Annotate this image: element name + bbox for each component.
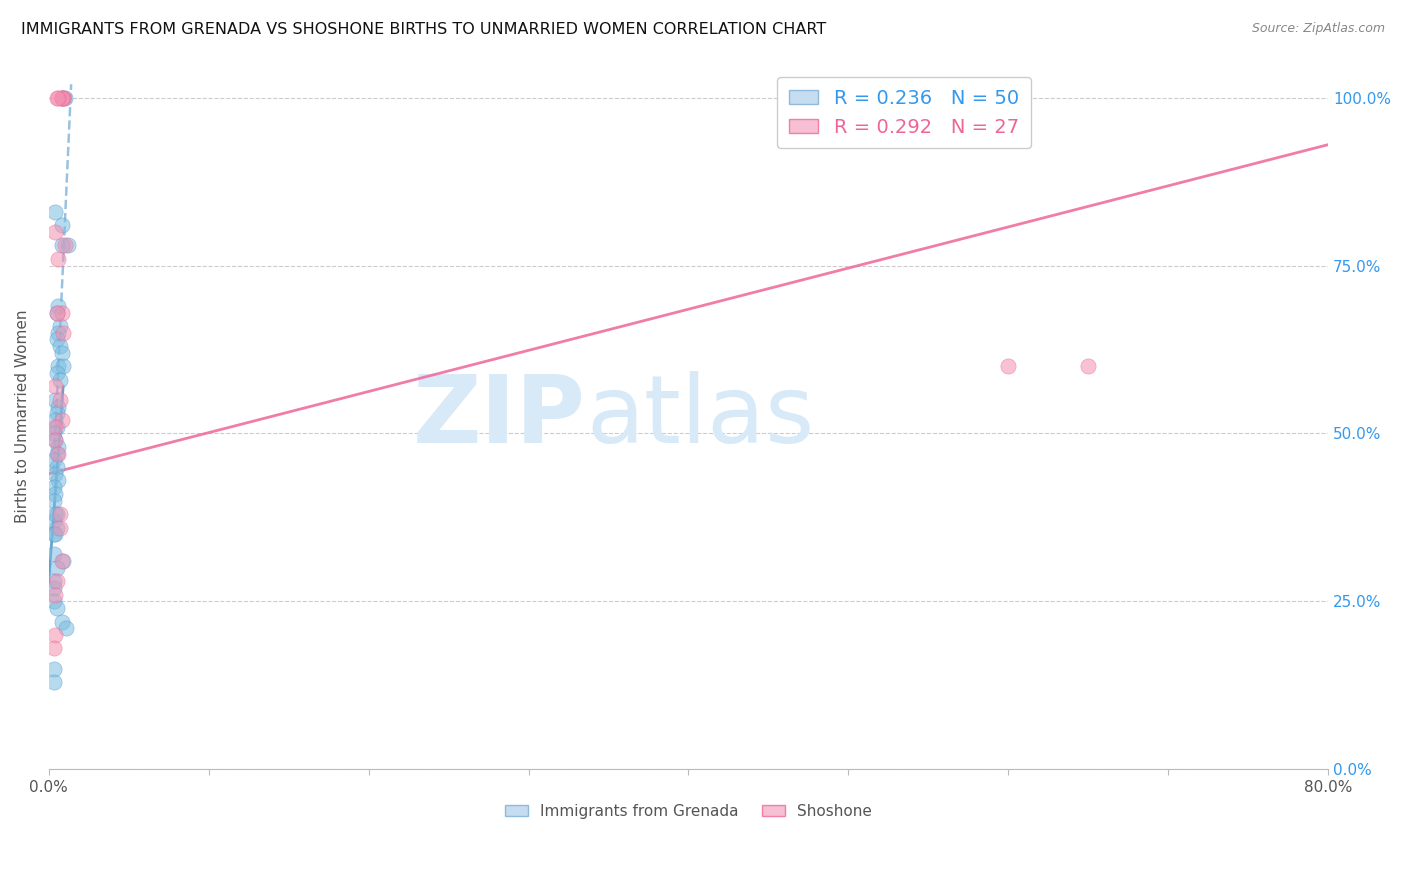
Point [46, 252, 69, 266]
Point [56, 238, 79, 252]
Point [42, 662, 65, 676]
Point [55, 621, 77, 635]
Point [53, 90, 76, 104]
Point [44, 433, 66, 447]
Point [49, 373, 72, 387]
Point [45, 520, 67, 534]
Point [51, 238, 73, 252]
Point [45, 419, 67, 434]
Point [46, 447, 69, 461]
Point [44, 433, 66, 447]
Point [42, 675, 65, 690]
Point [51, 305, 73, 319]
Point [51, 90, 73, 104]
Point [44, 392, 66, 407]
Point [52, 90, 75, 104]
Point [45, 333, 67, 347]
Point [44, 419, 66, 434]
Point [51, 615, 73, 629]
Point [44, 628, 66, 642]
Legend: Immigrants from Grenada, Shoshone: Immigrants from Grenada, Shoshone [499, 798, 877, 825]
Y-axis label: Births to Unmarried Women: Births to Unmarried Women [15, 310, 30, 524]
Point [46, 299, 69, 313]
Point [51, 90, 73, 104]
Point [42, 493, 65, 508]
Point [46, 326, 69, 340]
Point [45, 460, 67, 475]
Point [51, 346, 73, 360]
Point [44, 467, 66, 481]
Point [1077, 359, 1099, 374]
Point [42, 453, 65, 467]
Point [49, 339, 72, 353]
Point [42, 574, 65, 589]
Point [53, 238, 76, 252]
Text: atlas: atlas [586, 371, 814, 463]
Point [45, 366, 67, 380]
Point [52, 326, 75, 340]
Point [45, 406, 67, 420]
Point [52, 90, 75, 104]
Point [51, 413, 73, 427]
Point [45, 561, 67, 575]
Point [46, 440, 69, 454]
Point [44, 507, 66, 521]
Point [45, 574, 67, 589]
Point [42, 527, 65, 541]
Text: Source: ZipAtlas.com: Source: ZipAtlas.com [1251, 22, 1385, 36]
Point [46, 90, 69, 104]
Point [42, 594, 65, 608]
Text: IMMIGRANTS FROM GRENADA VS SHOSHONE BIRTHS TO UNMARRIED WOMEN CORRELATION CHART: IMMIGRANTS FROM GRENADA VS SHOSHONE BIRT… [21, 22, 827, 37]
Point [42, 426, 65, 441]
Point [51, 90, 73, 104]
Point [46, 400, 69, 414]
Point [49, 318, 72, 333]
Point [44, 527, 66, 541]
Point [45, 305, 67, 319]
Point [49, 392, 72, 407]
Point [44, 204, 66, 219]
Point [45, 507, 67, 521]
Point [42, 514, 65, 528]
Point [44, 413, 66, 427]
Point [44, 588, 66, 602]
Point [51, 219, 73, 233]
Point [44, 487, 66, 501]
Point [42, 480, 65, 494]
Point [49, 507, 72, 521]
Point [42, 641, 65, 656]
Point [45, 90, 67, 104]
Point [44, 225, 66, 239]
Point [45, 447, 67, 461]
Point [42, 581, 65, 595]
Point [46, 359, 69, 374]
Point [52, 359, 75, 374]
Point [997, 359, 1019, 374]
Point [45, 601, 67, 615]
Point [44, 379, 66, 393]
Point [51, 554, 73, 568]
Point [49, 520, 72, 534]
Point [46, 474, 69, 488]
Point [52, 554, 75, 568]
Point [45, 305, 67, 319]
Text: ZIP: ZIP [413, 371, 586, 463]
Point [42, 547, 65, 561]
